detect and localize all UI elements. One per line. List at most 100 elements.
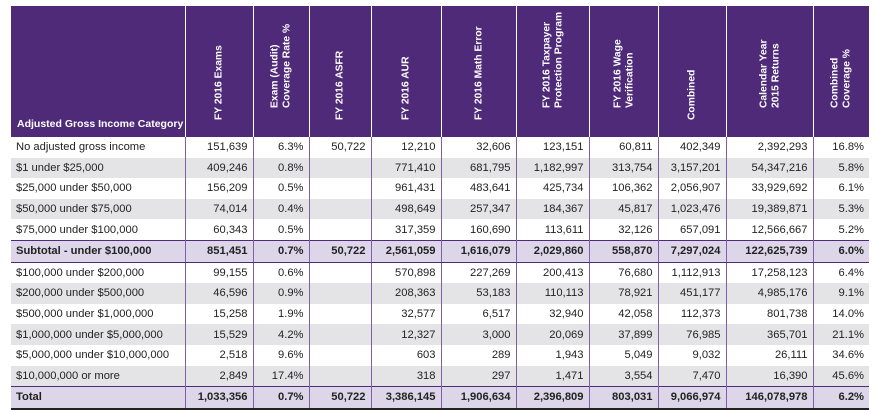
header-label: FY 2016 AUR [400,55,412,120]
value-cell: 851,451 [184,239,253,263]
value-cell: 2,849 [184,365,253,387]
value-cell: 12,566,667 [725,219,813,241]
value-cell: 803,031 [588,386,658,410]
table-row: $200,000 under $500,000 46,596 0.9% 208,363… [11,283,869,304]
table-row: $75,000 under $100,000 60,343 0.5% 317,359 1… [11,219,869,241]
header-row: Adjusted Gross Income Category FY 2016 Ex… [11,6,869,137]
value-cell: 1,471 [515,365,589,387]
value-cell: 6.4% [812,262,869,284]
value-cell [308,324,371,345]
value-cell: 1.9% [252,303,309,325]
value-cell: 78,921 [588,283,658,304]
value-cell: 3,157,201 [657,157,726,179]
header-combined-coverage: Combined Coverage % [812,6,869,137]
table-row: $500,000 under $1,000,000 15,258 1.9% 32,57… [11,303,869,325]
value-cell: 570,898 [370,262,441,284]
table-row: $100,000 under $200,000 99,155 0.6% 570,898… [11,262,869,284]
value-cell: 16,390 [725,365,813,387]
table-body: No adjusted gross income 151,639 6.3% 50,72… [11,137,869,410]
value-cell: 54,347,216 [725,157,813,179]
value-cell [308,303,371,325]
value-cell: 5,049 [588,344,658,366]
agi-coverage-table: Adjusted Gross Income Category FY 2016 Ex… [11,6,869,410]
value-cell: 483,641 [440,178,516,199]
value-cell: 771,410 [370,157,441,179]
value-cell: 17.4% [252,365,309,387]
value-cell: 4.2% [252,324,309,345]
header-label: Combined Coverage % [829,49,853,108]
value-cell: 20,069 [515,324,589,345]
agi-category-cell: Subtotal - under $100,000 [11,239,185,263]
value-cell [308,178,371,199]
value-cell: 0.7% [252,239,309,263]
value-cell: 34.6% [812,344,869,366]
value-cell: 7,470 [657,365,726,387]
header-fy2016-wage-verification: FY 2016 Wage Verification [588,6,658,137]
header-fy2016-aur: FY 2016 AUR [370,6,441,137]
value-cell: 42,058 [588,303,658,325]
value-cell: 113,611 [515,219,589,241]
header-cy2015-returns: Calendar Year 2015 Returns [725,6,813,137]
value-cell: 106,362 [588,178,658,199]
agi-category-cell: $75,000 under $100,000 [16,223,138,236]
value-cell: 558,870 [588,239,658,263]
value-cell: 50,722 [308,137,371,158]
value-cell: 2,029,860 [515,239,589,263]
agi-category-cell: $1,000,000 under $5,000,000 [11,324,185,345]
table-row: $10,000,000 or more 2,849 17.4% 318 297 1,471… [11,365,869,387]
value-cell: 2,056,907 [657,178,726,199]
value-cell: 16.8% [812,137,869,158]
value-cell: 0.9% [252,283,309,304]
value-cell: 33,929,692 [725,178,813,199]
value-cell: 99,155 [184,262,253,284]
agi-category-cell: No adjusted gross income [16,141,146,154]
value-cell: 1,943 [515,344,589,366]
value-cell: 14.0% [812,303,869,325]
value-cell: 200,413 [515,262,589,284]
value-cell: 50,722 [308,239,371,263]
value-cell: 257,347 [440,198,516,220]
value-cell: 156,209 [184,178,253,199]
value-cell: 2,396,809 [515,386,589,410]
value-cell [308,157,371,179]
header-agi-category: Adjusted Gross Income Category [11,6,185,137]
value-cell: 17,258,123 [725,262,813,284]
agi-category-cell: $100,000 under $200,000 [16,266,145,279]
value-cell: 961,431 [370,178,441,199]
value-cell: 123,151 [515,137,589,158]
value-cell: 53,183 [440,283,516,304]
value-cell: 151,639 [184,137,253,158]
header-fy2016-taxpayer-protection: FY 2016 Taxpayer Protection Program [515,6,589,137]
value-cell: 1,616,079 [440,239,516,263]
value-cell: 2,518 [184,344,253,366]
value-cell: 37,899 [588,324,658,345]
value-cell: 45.6% [812,365,869,387]
value-cell: 5.3% [812,198,869,220]
value-cell: 317,359 [370,219,441,241]
subtotal-row: Subtotal - under $100,000 851,451 0.7% 50,7… [11,239,869,263]
value-cell: 9,066,974 [657,386,726,410]
value-cell: 402,349 [657,137,726,158]
value-cell: 12,210 [370,137,441,158]
agi-category-cell: $1 under $25,000 [11,157,185,179]
table-row: $25,000 under $50,000 156,209 0.5% 961,431 4… [11,178,869,199]
value-cell: 74,014 [184,198,253,220]
header-label: Exam (Audit) Coverage Rate % [269,23,293,108]
value-cell [308,365,371,387]
value-cell: 451,177 [657,283,726,304]
value-cell: 1,112,913 [657,262,726,284]
total-row: Total 1,033,356 0.7% 50,722 3,386,145 1,906,6… [11,386,869,410]
value-cell: 15,258 [184,303,253,325]
header-exam-coverage-rate: Exam (Audit) Coverage Rate % [252,6,309,137]
value-cell: 4,985,176 [725,283,813,304]
header-label: Combined [686,69,698,120]
table-header: Adjusted Gross Income Category FY 2016 Ex… [11,6,869,137]
value-cell: 3,554 [588,365,658,387]
value-cell [308,219,371,241]
value-cell: 657,091 [657,219,726,241]
value-cell: 26,111 [725,344,813,366]
agi-category-cell: $200,000 under $500,000 [11,283,185,304]
value-cell: 32,940 [515,303,589,325]
header-label: FY 2016 ASFR [334,50,346,120]
value-cell: 19,389,871 [725,198,813,220]
